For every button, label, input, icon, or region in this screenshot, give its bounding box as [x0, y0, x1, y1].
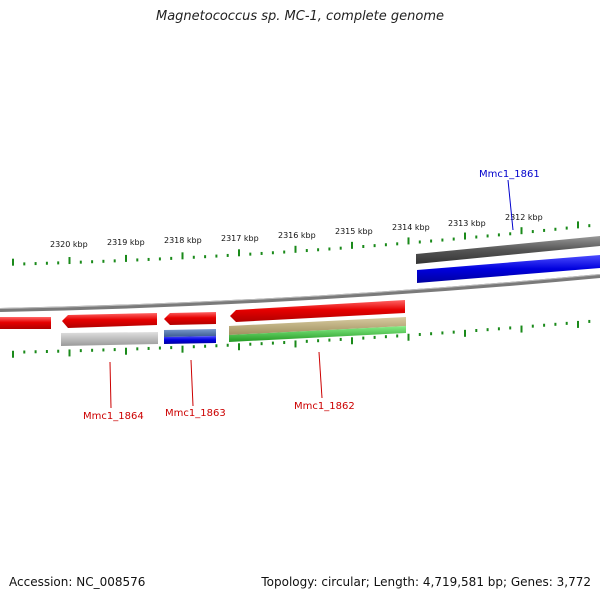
tick-label: 2315 kbp: [335, 227, 373, 236]
gene-mmc1-1862-red[interactable]: [230, 300, 405, 322]
tick-label: 2313 kbp: [448, 219, 486, 228]
label-leader-mmc1-1863: [190, 359, 194, 407]
tick-label: 2319 kbp: [107, 238, 145, 247]
gene-feature-grey[interactable]: [61, 332, 158, 346]
gene-feature-steel[interactable]: [164, 329, 216, 337]
ruler-labels: 2320 kbp 2319 kbp 2318 kbp 2317 kbp 2316…: [50, 213, 543, 249]
gene-label-mmc1-1863[interactable]: Mmc1_1863: [165, 408, 226, 419]
gene-label-mmc1-1864[interactable]: Mmc1_1864: [83, 411, 144, 422]
gene-label-mmc1-1862[interactable]: Mmc1_1862: [294, 401, 355, 412]
accession-text: Accession: NC_008576: [9, 575, 146, 589]
gene-mmc1-1863-red[interactable]: [164, 312, 216, 325]
ruler-ticks-bottom: [12, 319, 591, 358]
tick-label: 2316 kbp: [278, 231, 316, 240]
gene-mmc1-1861[interactable]: [417, 255, 600, 283]
tick-label: 2320 kbp: [50, 240, 88, 249]
genome-backbone: [0, 274, 600, 312]
map-title: Magnetococcus sp. MC-1, complete genome: [155, 9, 445, 24]
tick-label: 2317 kbp: [221, 234, 259, 243]
tick-label: 2312 kbp: [505, 213, 543, 222]
tick-label: 2318 kbp: [164, 236, 202, 245]
ruler-ticks-top: [12, 221, 591, 266]
label-leader-mmc1-1861: [507, 179, 514, 231]
genome-backbone-highlight: [0, 274, 600, 309]
gene-mmc1-1864-red[interactable]: [62, 313, 157, 328]
gene-feature-khaki[interactable]: [229, 317, 406, 335]
gene-feature-dark[interactable]: [416, 236, 600, 264]
tick-label: 2314 kbp: [392, 223, 430, 232]
label-leader-mmc1-1862: [318, 351, 323, 399]
gene-feature-left-edge[interactable]: [0, 317, 51, 329]
label-leader-mmc1-1864: [109, 361, 112, 409]
gene-feature-blue-small[interactable]: [164, 336, 216, 344]
gene-label-mmc1-1861[interactable]: Mmc1_1861: [479, 169, 540, 180]
gene-feature-green[interactable]: [229, 326, 406, 342]
genome-stats-text: Topology: circular; Length: 4,719,581 bp…: [261, 575, 591, 589]
